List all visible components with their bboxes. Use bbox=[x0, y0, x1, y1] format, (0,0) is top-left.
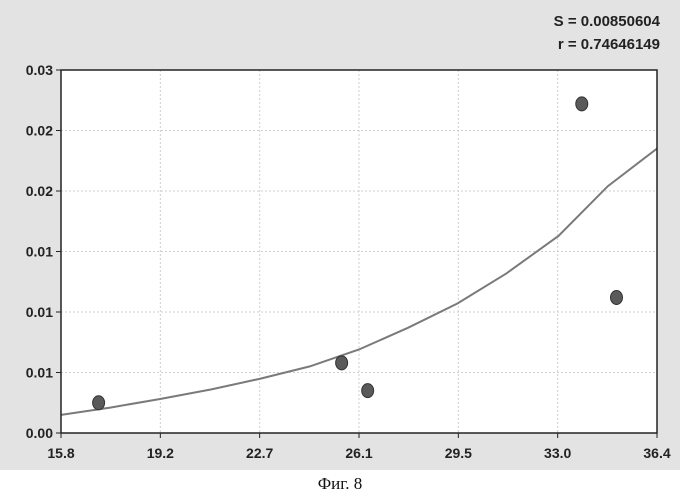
figure-caption: Фиг. 8 bbox=[0, 474, 680, 494]
y-tick-label: 0.01 bbox=[26, 365, 53, 381]
stat-r-label: r = 0.74646149 bbox=[558, 36, 660, 53]
x-tick-label: 26.1 bbox=[345, 445, 372, 461]
data-point bbox=[93, 396, 105, 410]
data-point bbox=[610, 290, 622, 304]
y-tick-label: 0.02 bbox=[26, 123, 53, 139]
chart-svg: 15.8 19.2 22.7 26.1 29.5 33.0 36.4 0.00 0.01 0.01… bbox=[0, 0, 680, 470]
x-tick-label: 29.5 bbox=[445, 445, 472, 461]
data-point bbox=[336, 356, 348, 370]
y-tick-label: 0.03 bbox=[26, 62, 53, 78]
y-tick-label: 0.01 bbox=[26, 304, 53, 320]
stat-s-label: S = 0.00850604 bbox=[554, 13, 661, 30]
x-tick-label: 36.4 bbox=[643, 445, 670, 461]
data-point bbox=[576, 97, 588, 111]
x-tick-label: 15.8 bbox=[47, 445, 74, 461]
x-tick-label: 33.0 bbox=[544, 445, 571, 461]
y-tick-label: 0.01 bbox=[26, 244, 53, 260]
data-point bbox=[362, 384, 374, 398]
x-tick-label: 22.7 bbox=[246, 445, 273, 461]
y-tick-label: 0.00 bbox=[26, 425, 53, 441]
y-tick-label: 0.02 bbox=[26, 183, 53, 199]
chart-figure: 15.8 19.2 22.7 26.1 29.5 33.0 36.4 0.00 0.01 0.01… bbox=[0, 0, 680, 470]
x-tick-label: 19.2 bbox=[147, 445, 174, 461]
